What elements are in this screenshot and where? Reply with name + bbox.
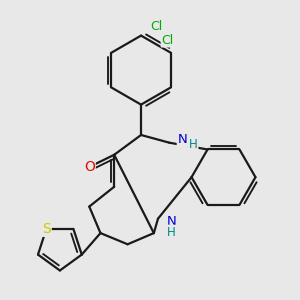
Text: H: H [167, 226, 176, 238]
Text: H: H [189, 138, 197, 151]
Text: O: O [84, 160, 95, 174]
Text: Cl: Cl [162, 34, 174, 46]
Text: N: N [167, 215, 176, 228]
Text: Cl: Cl [150, 20, 163, 33]
Text: N: N [178, 133, 188, 146]
Text: S: S [42, 222, 51, 236]
